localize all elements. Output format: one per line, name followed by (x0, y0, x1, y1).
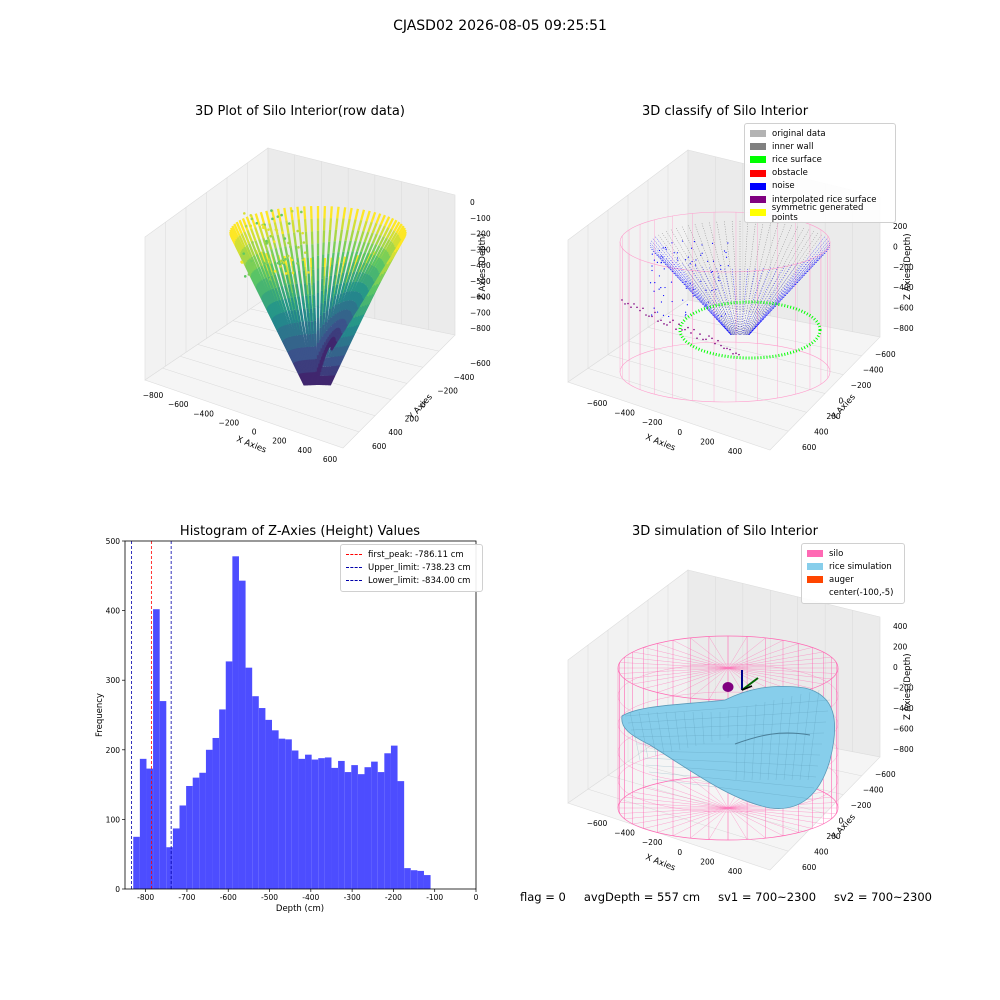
panel4-legend-item: silo (807, 547, 899, 560)
legend-swatch (807, 550, 823, 557)
status-avg-depth: avgDepth = 557 cm (584, 890, 700, 904)
auger-marker (723, 682, 734, 692)
legend-swatch (807, 576, 823, 583)
panel4-legend-item: auger (807, 573, 899, 586)
panel4-z-tick-2: 0 (893, 663, 898, 672)
status-sv2: sv2 = 700~2300 (834, 890, 932, 904)
legend-swatch (807, 590, 823, 597)
panel4-x-tick-3: 0 (677, 848, 682, 857)
legend-label: center(-100,-5) (829, 588, 893, 598)
panel4-ylabel: Y Axies (829, 812, 858, 843)
panel4-z-tick-6: −800 (893, 745, 914, 754)
panel4-z-tick-0: 400 (893, 622, 908, 631)
panel4-legend-item: rice simulation (807, 560, 899, 573)
panel4-y-tick-6: 600 (802, 863, 817, 872)
panel4-x-tick-4: 200 (700, 857, 715, 866)
panel4-zlabel: Z Axies (Depth) (903, 653, 913, 720)
panel4-y-tick-5: 400 (814, 848, 829, 857)
status-line: flag = 0 avgDepth = 557 cm sv1 = 700~2300 s… (520, 890, 950, 904)
legend-swatch (807, 563, 823, 570)
panel4-legend-item: center(-100,-5) (807, 587, 899, 600)
legend-label: rice simulation (829, 562, 892, 572)
legend-label: auger (829, 575, 854, 585)
panel4-xlabel: X Axies (644, 853, 677, 874)
legend-label: silo (829, 549, 843, 559)
panel4-x-tick-0: −600 (587, 819, 608, 828)
panel4-x-tick-1: −400 (614, 829, 635, 838)
panel4-x-tick-5: 400 (728, 867, 743, 876)
panel4-x-tick-2: −200 (642, 838, 663, 847)
panel4-legend: silo rice simulation auger center(-100,-5) (801, 543, 905, 604)
status-sv1: sv1 = 700~2300 (718, 890, 816, 904)
panel4-z-tick-1: 200 (893, 643, 908, 652)
status-flag: flag = 0 (520, 890, 566, 904)
panel4-z-tick-5: −600 (893, 725, 914, 734)
panel4-y-tick-1: −400 (863, 786, 884, 795)
panel4-y-tick-2: −200 (851, 801, 872, 810)
panel4-y-tick-0: −600 (875, 770, 896, 779)
